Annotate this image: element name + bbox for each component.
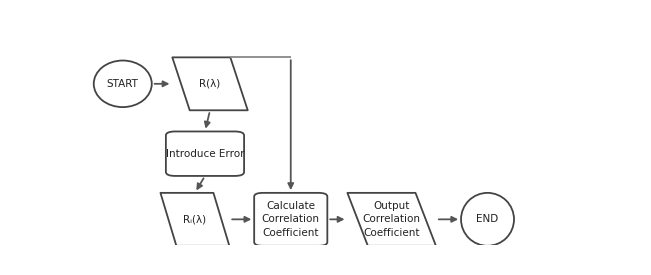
Text: Calculate
Correlation
Coefficient: Calculate Correlation Coefficient: [262, 201, 320, 238]
FancyBboxPatch shape: [166, 131, 244, 176]
Ellipse shape: [94, 60, 152, 107]
Text: Rᵢ(λ): Rᵢ(λ): [184, 214, 206, 224]
FancyBboxPatch shape: [254, 193, 327, 246]
Text: Introduce Error: Introduce Error: [166, 149, 244, 159]
Polygon shape: [160, 193, 229, 246]
Text: Output
Correlation
Coefficient: Output Correlation Coefficient: [363, 201, 421, 238]
Text: R(λ): R(λ): [199, 79, 221, 89]
Text: END: END: [477, 214, 499, 224]
Text: START: START: [107, 79, 139, 89]
Polygon shape: [348, 193, 436, 246]
Ellipse shape: [461, 193, 514, 246]
Polygon shape: [173, 57, 248, 110]
